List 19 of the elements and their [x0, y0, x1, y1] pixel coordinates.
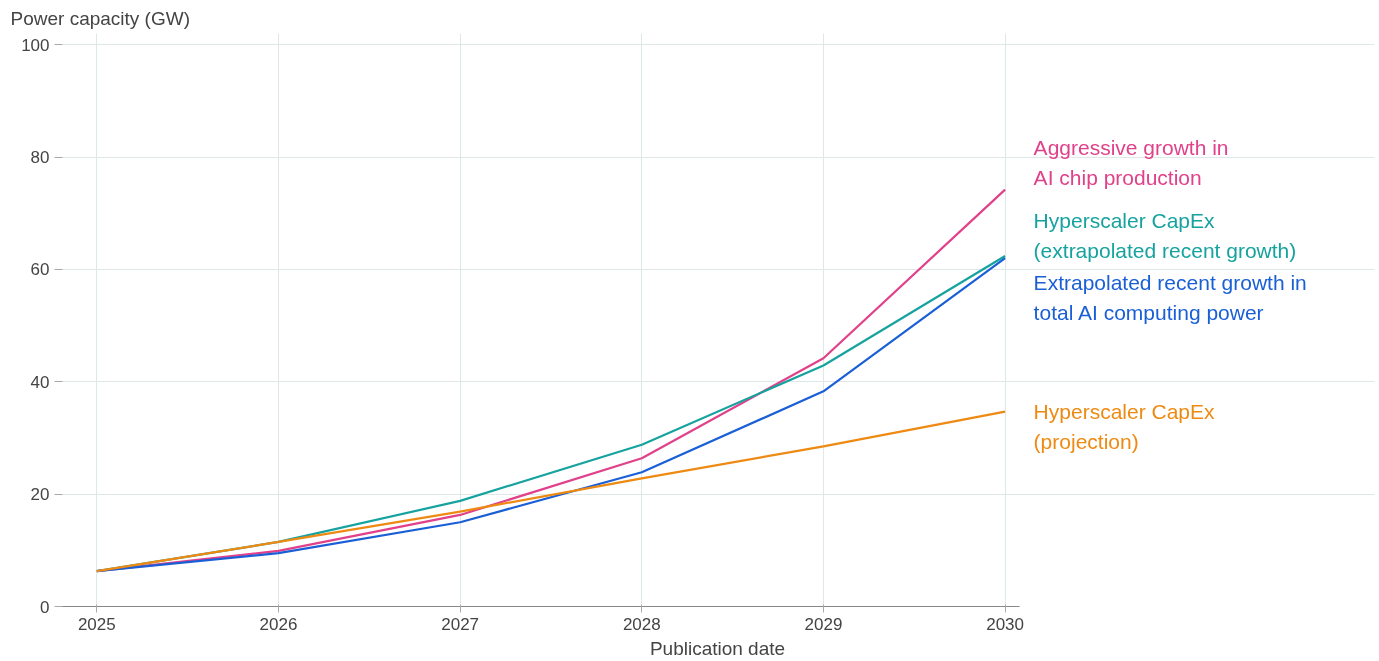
series-label: Hyperscaler CapEx (projection) [1033, 400, 1216, 454]
x-tick-label: 2027 [441, 614, 480, 634]
y-tick-label: 20 [30, 485, 50, 505]
y-tick-label: 100 [21, 35, 50, 55]
series-label: Aggressive growth in AI chip production [1033, 136, 1229, 190]
x-axis-title: Publication date [649, 637, 786, 659]
x-tick-label: 2028 [622, 614, 661, 634]
x-tick-label: 2029 [804, 614, 843, 634]
y-tick-label: 80 [30, 148, 50, 168]
y-tick-label: 0 [40, 597, 50, 617]
y-tick-label: 40 [30, 372, 50, 392]
x-tick-label: 2025 [77, 614, 116, 634]
y-tick-label: 60 [30, 260, 50, 280]
x-tick-label: 2030 [986, 614, 1025, 634]
series-label: Hyperscaler CapEx (extrapolated recent growth) [1033, 209, 1297, 263]
x-tick-label: 2026 [259, 614, 298, 634]
y-axis-title: Power capacity (GW) [10, 7, 190, 29]
series-label: Extrapolated recent growth in total AI computing power [1033, 271, 1307, 324]
line-series [95, 410, 1007, 573]
